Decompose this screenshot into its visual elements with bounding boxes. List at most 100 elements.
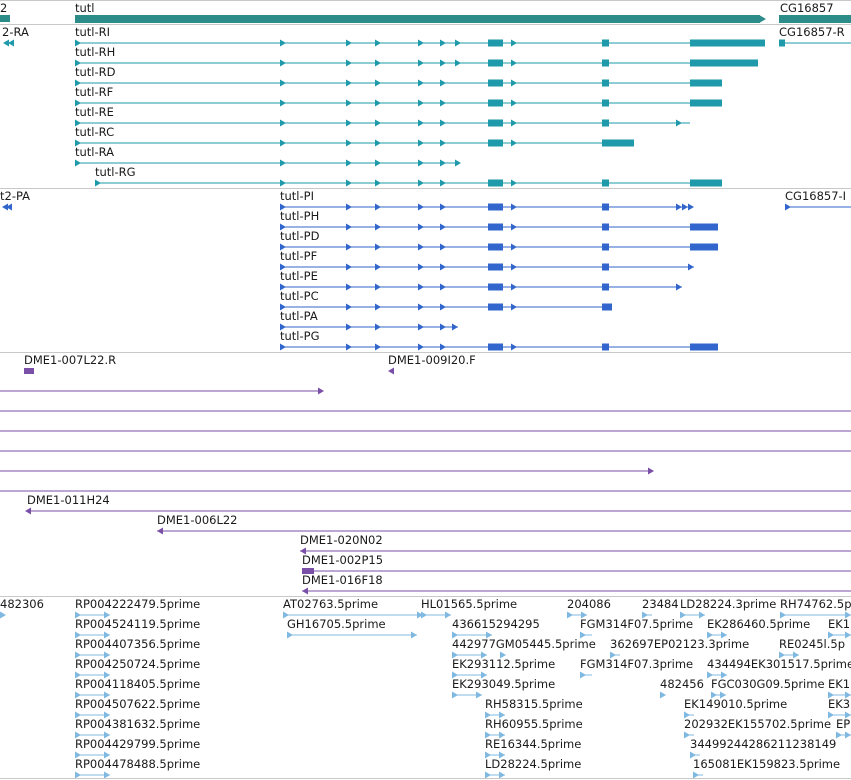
est-label: LD28224.3prime <box>680 597 776 611</box>
strand-arrow <box>157 527 163 535</box>
est-label: 436615294295 <box>452 617 540 631</box>
strand-arrow <box>8 39 14 47</box>
strand-arrow <box>375 263 381 271</box>
gene-bar[interactable] <box>75 15 760 23</box>
strand-arrow <box>418 39 424 47</box>
clone-end-marker <box>388 367 394 375</box>
est-feature <box>481 651 487 659</box>
transcript-label: tutl-RH <box>75 45 115 59</box>
exon-block <box>602 79 609 87</box>
est-label: RP004429799.5prime <box>75 737 200 751</box>
est-feature <box>684 731 690 739</box>
strand-arrow <box>511 59 517 67</box>
exon-block <box>488 243 503 251</box>
est-feature <box>485 711 491 719</box>
strand-arrow <box>2 203 8 211</box>
strand-arrow <box>375 139 381 147</box>
est-feature <box>580 671 586 679</box>
est-feature <box>75 771 81 779</box>
strand-arrow <box>280 179 286 187</box>
est-feature <box>642 611 648 619</box>
clone-label: DME1-007L22.R <box>24 353 116 367</box>
est-feature <box>721 671 727 679</box>
clone-label: DME1-011H24 <box>27 493 110 507</box>
est-feature <box>476 691 482 699</box>
strand-arrow <box>418 303 424 311</box>
est-label: RP004222479.5prime <box>75 597 200 611</box>
strand-arrow <box>648 467 654 475</box>
exon-block <box>602 303 612 311</box>
transcript-label: tutl-RF <box>75 85 113 99</box>
est-feature <box>104 691 110 699</box>
est-feature <box>104 651 110 659</box>
clone-end-marker[interactable] <box>24 368 34 374</box>
exon-block <box>602 179 609 187</box>
est-feature <box>417 611 423 619</box>
strand-arrow <box>440 203 446 211</box>
strand-arrow <box>346 223 352 231</box>
strand-arrow <box>280 79 286 87</box>
est-feature <box>452 651 458 659</box>
exon-block <box>690 79 722 87</box>
est-label: 204086 <box>567 597 611 611</box>
strand-arrow <box>300 547 306 555</box>
est-feature <box>581 611 587 619</box>
strand-arrow <box>418 323 424 331</box>
strand-arrow <box>440 223 446 231</box>
strand-arrow <box>25 507 31 515</box>
est-label: RP004507622.5prime <box>75 697 200 711</box>
exon-block <box>488 283 503 291</box>
exon-block <box>602 263 609 271</box>
strand-arrow <box>75 139 81 147</box>
strand-arrow <box>418 343 424 351</box>
est-feature <box>680 611 686 619</box>
strand-arrow <box>511 99 517 107</box>
est-feature <box>75 751 81 759</box>
exon-block <box>488 343 503 351</box>
gene-bar[interactable] <box>0 15 10 22</box>
strand-arrow <box>418 203 424 211</box>
strand-arrow <box>418 99 424 107</box>
protein-label: tutl-PI <box>280 189 314 203</box>
est-label: RE16344.5prime <box>485 737 581 751</box>
strand-arrow <box>455 59 461 67</box>
strand-arrow <box>511 39 517 47</box>
est-label: EK293112.5prime <box>452 657 555 671</box>
clone-label: DME1-016F18 <box>302 573 383 587</box>
exon-block <box>488 79 503 87</box>
strand-arrow <box>511 243 517 251</box>
strand-arrow <box>375 159 381 167</box>
est-feature <box>684 711 690 719</box>
est-feature <box>499 731 505 739</box>
strand-arrow <box>280 283 286 291</box>
clone-label: DME1-009I20.F <box>388 353 476 367</box>
strand-arrow <box>440 79 446 87</box>
est-feature <box>845 711 851 719</box>
strand-arrow <box>511 303 517 311</box>
strand-arrow <box>418 139 424 147</box>
est-feature <box>793 651 799 659</box>
clone-end-marker[interactable] <box>302 568 314 574</box>
protein-label: tutl-PE <box>280 269 318 283</box>
est-label: 362697EP02123.3prime <box>610 637 749 651</box>
est-label: 482456 <box>660 677 704 691</box>
strand-arrow <box>440 263 446 271</box>
est-label: FGM314F07.5prime <box>580 617 693 631</box>
strand-arrow <box>302 587 308 595</box>
transcript-label: CG16857-R <box>779 25 845 39</box>
est-label: RH58315.5prime <box>485 697 583 711</box>
est-label: RH74762.5p <box>780 597 851 611</box>
strand-arrow <box>418 263 424 271</box>
est-feature <box>699 611 705 619</box>
exon-block <box>488 179 503 187</box>
protein-label: tutl-PD <box>280 229 320 243</box>
gene-bar[interactable] <box>779 15 851 23</box>
strand-arrow <box>511 223 517 231</box>
est-feature <box>499 711 505 719</box>
gene-label: 2 <box>0 1 7 15</box>
strand-arrow <box>375 283 381 291</box>
exon-block <box>488 303 503 311</box>
est-feature <box>283 611 289 619</box>
